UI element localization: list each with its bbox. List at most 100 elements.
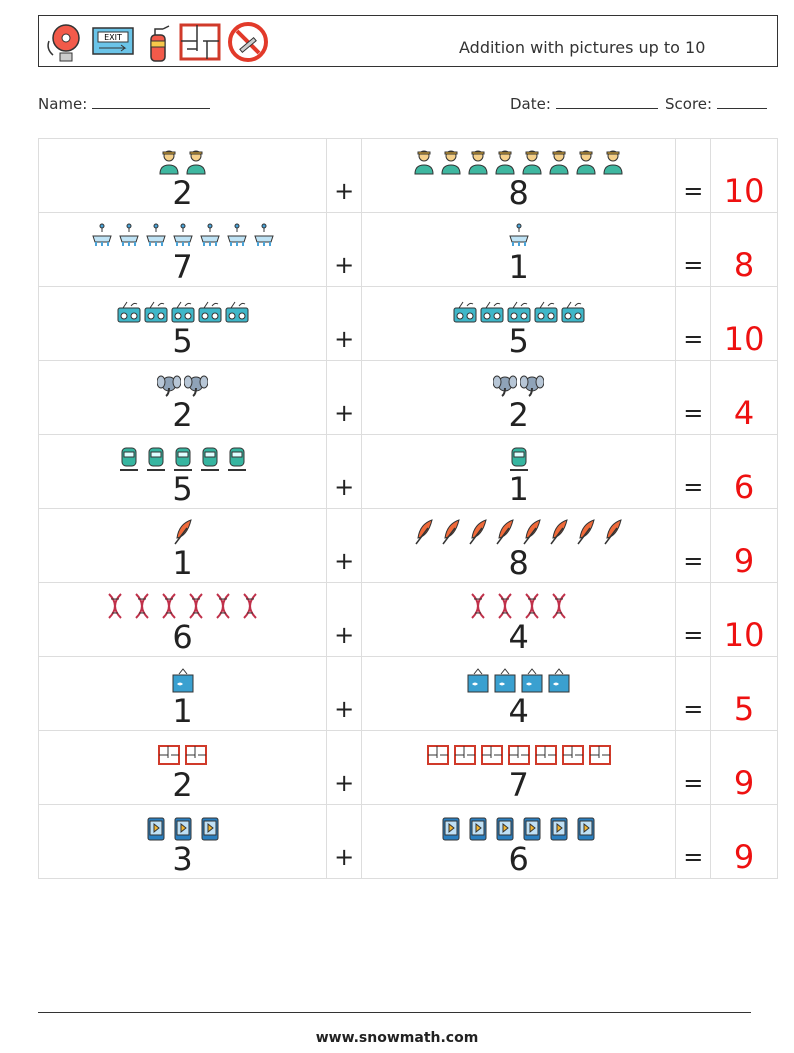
addend-a-number: 1 (172, 692, 193, 730)
answer-cell[interactable]: 4 (710, 360, 778, 435)
addend-b-number: 7 (508, 766, 529, 804)
name-blank[interactable] (92, 94, 211, 109)
addend-a-pictures (39, 368, 326, 398)
addend-a-pictures (39, 812, 326, 842)
answer-cell[interactable]: 10 (710, 286, 778, 361)
answer-value: 10 (723, 172, 765, 210)
score-label: Score: (665, 95, 713, 113)
addend-a-pictures (39, 294, 326, 324)
plus-sign: + (334, 621, 355, 649)
addend-a-pictures (39, 146, 326, 176)
addend-a-cell: 2 (37, 360, 328, 435)
equals-sign: = (683, 695, 704, 723)
score-field[interactable]: Score: (665, 94, 767, 113)
plus-sign: + (334, 325, 355, 353)
problem-row: 1 +4 = 5 (37, 656, 778, 731)
plus-cell: + (326, 212, 363, 287)
addend-a-pictures (39, 220, 326, 250)
addend-b-pictures (362, 590, 675, 620)
answer-cell[interactable]: 9 (710, 508, 778, 583)
plus-cell: + (326, 804, 363, 879)
addend-b-pictures (362, 368, 675, 398)
plus-cell: + (326, 508, 363, 583)
addend-a-cell: 5 (37, 286, 328, 361)
problem-row: 5 +1 = 6 (37, 434, 778, 509)
addend-a-number: 7 (172, 248, 193, 286)
equals-cell: = (675, 730, 712, 805)
header-icons: EXIT (43, 20, 269, 64)
plus-sign: + (334, 251, 355, 279)
answer-cell[interactable]: 5 (710, 656, 778, 731)
date-label: Date: (510, 95, 551, 113)
addend-b-number: 4 (508, 618, 529, 656)
addend-a-cell: 6 (37, 582, 328, 657)
date-blank[interactable] (555, 94, 658, 109)
fire-extinguisher-icon (150, 25, 170, 62)
addend-a-number: 5 (172, 470, 193, 508)
addend-b-pictures (362, 220, 675, 250)
answer-cell[interactable]: 8 (710, 212, 778, 287)
exit-sign-icon: EXIT (92, 27, 134, 55)
addend-b-pictures (362, 146, 675, 176)
plus-cell: + (326, 434, 363, 509)
floor-plan-icon (179, 23, 221, 61)
equals-sign: = (683, 251, 704, 279)
equals-cell: = (675, 360, 712, 435)
plus-sign: + (334, 695, 355, 723)
problem-row: 1 +8 = 9 (37, 508, 778, 583)
equals-sign: = (683, 621, 704, 649)
equals-cell: = (675, 138, 712, 213)
equals-sign: = (683, 769, 704, 797)
svg-text:EXIT: EXIT (104, 33, 122, 42)
addend-b-cell: 1 (361, 434, 677, 509)
worksheet-title: Addition with pictures up to 10 (459, 38, 706, 57)
answer-cell[interactable]: 9 (710, 804, 778, 879)
answer-cell[interactable]: 6 (710, 434, 778, 509)
plus-cell: + (326, 582, 363, 657)
problem-row: 3 +6 = 9 (37, 804, 778, 879)
equals-cell: = (675, 286, 712, 361)
score-blank[interactable] (716, 94, 767, 109)
addend-b-number: 2 (508, 396, 529, 434)
plus-cell: + (326, 286, 363, 361)
addend-b-pictures (362, 812, 675, 842)
answer-cell[interactable]: 10 (710, 582, 778, 657)
addend-a-cell: 5 (37, 434, 328, 509)
name-field[interactable]: Name: (38, 94, 211, 113)
answer-cell[interactable]: 9 (710, 730, 778, 805)
answer-value: 5 (733, 690, 755, 728)
plus-sign: + (334, 769, 355, 797)
equals-cell: = (675, 434, 712, 509)
answer-cell[interactable]: 10 (710, 138, 778, 213)
name-label: Name: (38, 95, 88, 113)
problem-row: 5 +5 = 10 (37, 286, 778, 361)
plus-sign: + (334, 399, 355, 427)
addend-a-cell: 2 (37, 730, 328, 805)
addend-a-number: 6 (172, 618, 193, 656)
addend-b-pictures (362, 664, 675, 694)
no-smoking-icon (228, 22, 268, 62)
plus-cell: + (326, 138, 363, 213)
footer-divider (38, 1012, 751, 1013)
problem-table: 2 +8 = 10 7 +1 = 8 5 +5 = 10 2 +2 = 4 5 +1 = 6 1 +8 = 9 6 +4 = 10 1 +… (37, 138, 778, 879)
problem-row: 2 +2 = 4 (37, 360, 778, 435)
addend-b-number: 5 (508, 322, 529, 360)
addend-b-cell: 2 (361, 360, 677, 435)
addend-a-number: 1 (172, 544, 193, 582)
date-field[interactable]: Date: (510, 94, 658, 113)
plus-sign: + (334, 473, 355, 501)
equals-sign: = (683, 473, 704, 501)
addend-a-pictures (39, 738, 326, 768)
fire-alarm-bell-icon (47, 24, 80, 62)
equals-sign: = (683, 843, 704, 871)
plus-cell: + (326, 730, 363, 805)
addend-b-pictures (362, 738, 675, 768)
addend-b-pictures (362, 442, 675, 472)
equals-sign: = (683, 325, 704, 353)
answer-value: 4 (733, 394, 755, 432)
equals-cell: = (675, 804, 712, 879)
addend-b-cell: 8 (361, 138, 677, 213)
addend-a-pictures (39, 664, 326, 694)
addend-a-pictures (39, 442, 326, 472)
answer-value: 9 (733, 542, 755, 580)
